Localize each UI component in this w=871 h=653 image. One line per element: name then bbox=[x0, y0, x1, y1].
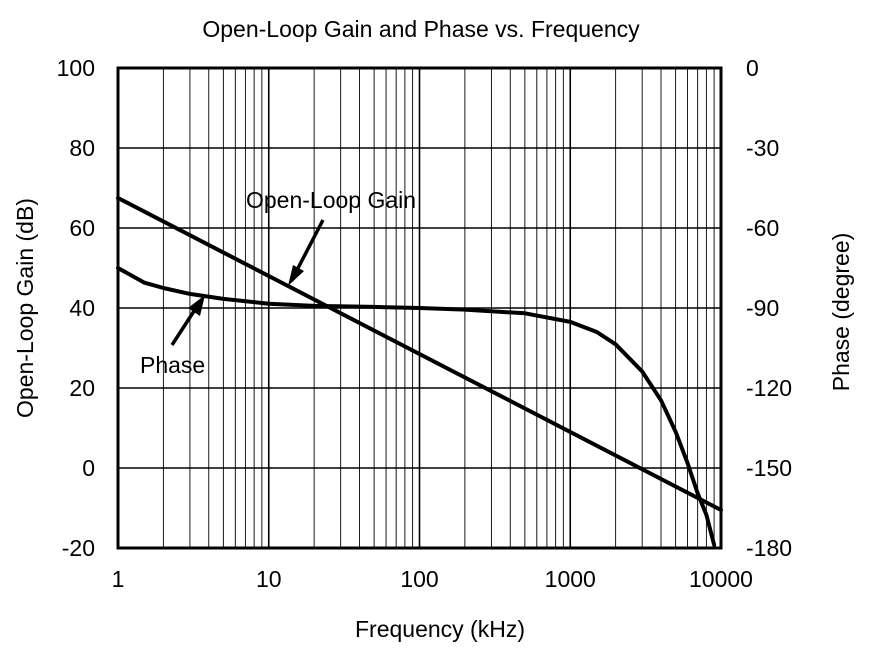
chart-title: Open-Loop Gain and Phase vs. Frequency bbox=[202, 16, 640, 42]
y-tick-label: 0 bbox=[82, 455, 95, 481]
y2-tick-label: -90 bbox=[746, 295, 779, 321]
x-tick-label: 100 bbox=[400, 566, 438, 592]
series-line-phase bbox=[116, 266, 717, 547]
y-axis-label: Open-Loop Gain (dB) bbox=[12, 198, 38, 418]
y2-tick-label: -150 bbox=[746, 455, 792, 481]
annotation-phase: Phase bbox=[140, 352, 205, 378]
annotation-arrowhead-phase bbox=[188, 295, 205, 316]
annotation-arrow-phase bbox=[170, 307, 198, 346]
y-tick-label: 80 bbox=[69, 135, 95, 161]
series-line-open-loop-gain bbox=[116, 196, 723, 512]
y2-tick-label: -30 bbox=[746, 135, 779, 161]
series-layer bbox=[116, 196, 723, 547]
x-axis-label: Frequency (kHz) bbox=[355, 616, 525, 642]
x-tick-label: 10000 bbox=[689, 566, 753, 592]
y-tick-label: 20 bbox=[69, 375, 95, 401]
y2-tick-label: -120 bbox=[746, 375, 792, 401]
y-tick-label: 60 bbox=[69, 215, 95, 241]
annotation-arrow-open-loop-gain bbox=[294, 219, 325, 273]
plot-frame bbox=[116, 66, 723, 550]
x-tick-labels: 1 10 100 1000 10000 bbox=[112, 566, 753, 592]
y2-tick-label: 0 bbox=[746, 55, 759, 81]
y-tick-label: 40 bbox=[69, 295, 95, 321]
x-tick-label: 10 bbox=[256, 566, 282, 592]
y-tick-labels: -20 0 20 40 60 80 100 bbox=[57, 55, 95, 561]
annotation-open-loop-gain: Open-Loop Gain bbox=[246, 187, 416, 213]
y2-axis-label: Phase (degree) bbox=[828, 233, 854, 392]
x-tick-label: 1000 bbox=[545, 566, 596, 592]
y2-tick-label: -180 bbox=[746, 535, 792, 561]
annotation-arrowhead-open-loop-gain bbox=[288, 265, 304, 286]
y-tick-label: -20 bbox=[62, 535, 95, 561]
annotations: Open-Loop Gain Phase bbox=[140, 187, 416, 378]
y2-tick-label: -60 bbox=[746, 215, 779, 241]
y-tick-label: 100 bbox=[57, 55, 95, 81]
y2-tick-labels: -180 -150 -120 -90 -60 -30 0 bbox=[746, 55, 792, 561]
x-tick-label: 1 bbox=[112, 566, 125, 592]
